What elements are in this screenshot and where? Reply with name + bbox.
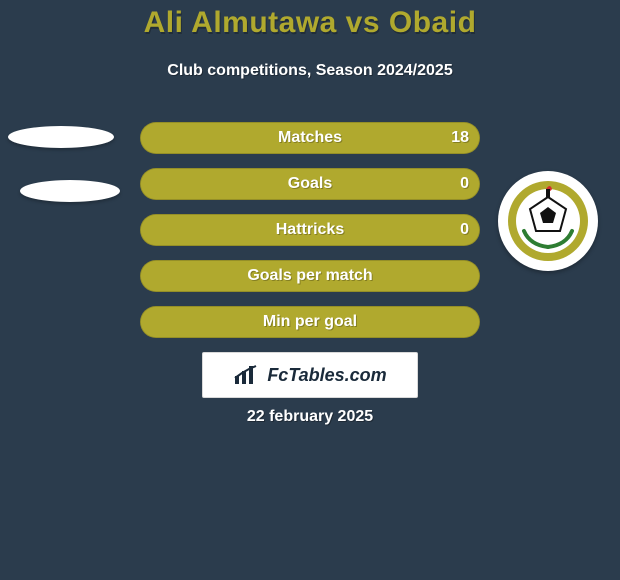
date-label: 22 february 2025 bbox=[0, 408, 620, 426]
left-team-shape-1 bbox=[8, 126, 114, 148]
stat-value-right: 0 bbox=[460, 215, 469, 245]
stat-row: Min per goal bbox=[140, 306, 480, 338]
stat-label: Hattricks bbox=[141, 215, 479, 245]
comparison-card: Ali Almutawa vs Obaid Club competitions,… bbox=[0, 0, 620, 580]
club-crest-icon bbox=[506, 179, 590, 263]
stat-row: Goals0 bbox=[140, 168, 480, 200]
subtitle: Club competitions, Season 2024/2025 bbox=[0, 62, 620, 80]
branding-text: FcTables.com bbox=[267, 365, 386, 386]
stat-value-right: 18 bbox=[451, 123, 469, 153]
stat-row: Goals per match bbox=[140, 260, 480, 292]
branding-badge: FcTables.com bbox=[202, 352, 418, 398]
bars-icon bbox=[233, 364, 261, 386]
page-title: Ali Almutawa vs Obaid bbox=[0, 6, 620, 40]
stat-label: Goals per match bbox=[141, 261, 479, 291]
comparison-bars: Matches18Goals0Hattricks0Goals per match… bbox=[140, 122, 480, 352]
stat-label: Min per goal bbox=[141, 307, 479, 337]
stat-label: Matches bbox=[141, 123, 479, 153]
stat-row: Hattricks0 bbox=[140, 214, 480, 246]
stat-label: Goals bbox=[141, 169, 479, 199]
stat-row: Matches18 bbox=[140, 122, 480, 154]
stat-value-right: 0 bbox=[460, 169, 469, 199]
left-team-shape-2 bbox=[20, 180, 120, 202]
right-team-badge bbox=[498, 171, 598, 271]
